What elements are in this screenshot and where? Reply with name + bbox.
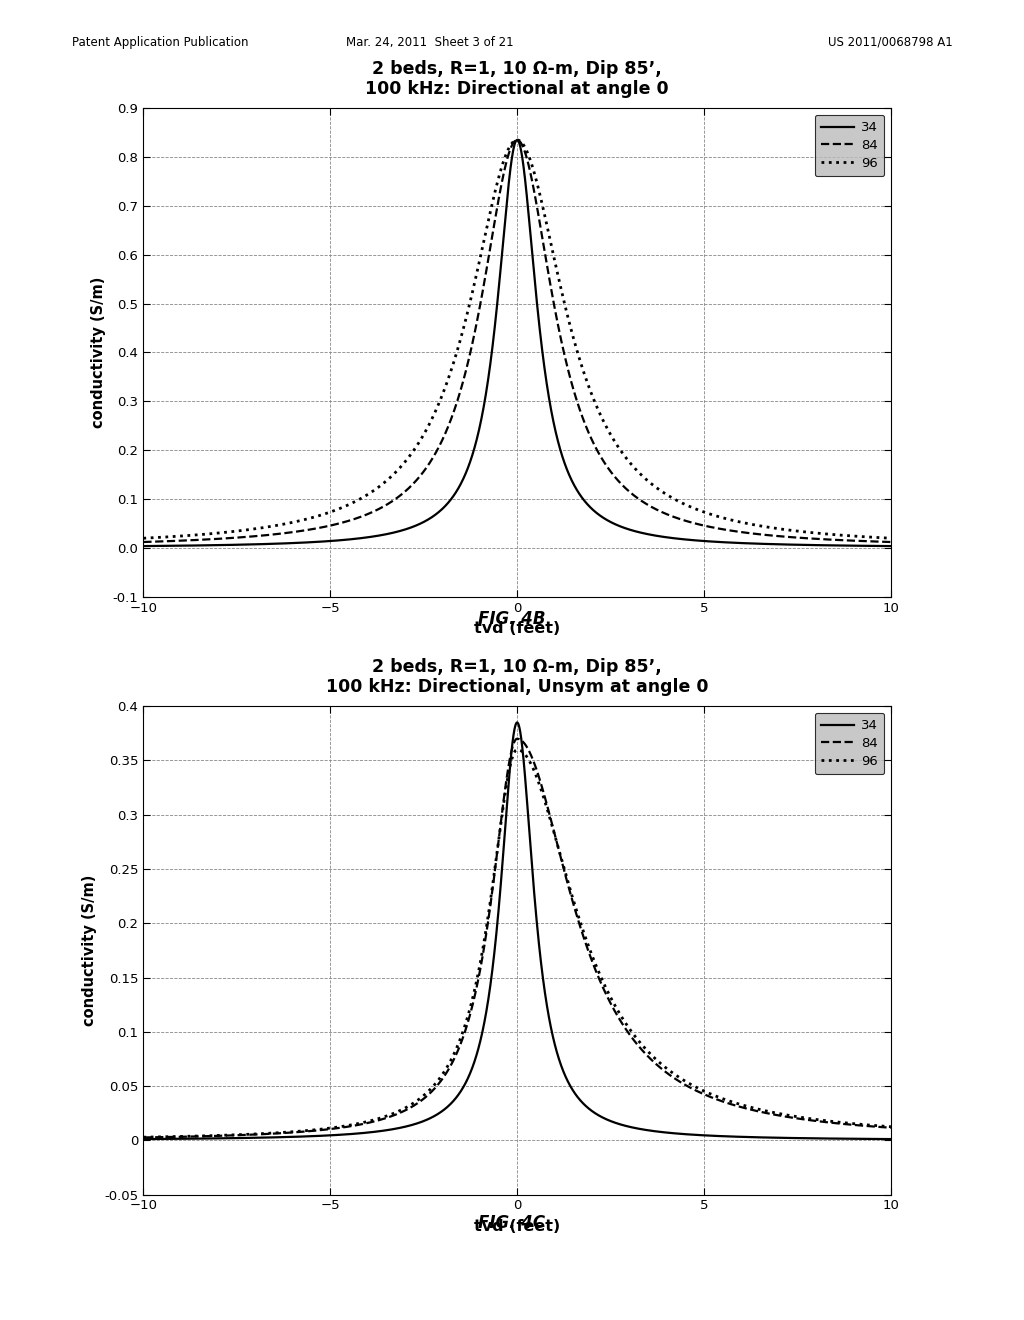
Text: US 2011/0068798 A1: US 2011/0068798 A1: [827, 36, 952, 49]
Legend: 34, 84, 96: 34, 84, 96: [815, 713, 885, 775]
X-axis label: tvd (feet): tvd (feet): [474, 1220, 560, 1234]
Title: 2 beds, R=1, 10 Ω-m, Dip 85’,
100 kHz: Directional, Unsym at angle 0: 2 beds, R=1, 10 Ω-m, Dip 85’, 100 kHz: D…: [326, 657, 709, 697]
Text: FIG. 4B: FIG. 4B: [478, 610, 546, 628]
Title: 2 beds, R=1, 10 Ω-m, Dip 85’,
100 kHz: Directional at angle 0: 2 beds, R=1, 10 Ω-m, Dip 85’, 100 kHz: D…: [366, 59, 669, 99]
Text: Patent Application Publication: Patent Application Publication: [72, 36, 248, 49]
Y-axis label: conductivity (S/m): conductivity (S/m): [82, 875, 97, 1026]
X-axis label: tvd (feet): tvd (feet): [474, 622, 560, 636]
Y-axis label: conductivity (S/m): conductivity (S/m): [91, 277, 105, 428]
Text: FIG. 4C: FIG. 4C: [478, 1214, 546, 1233]
Legend: 34, 84, 96: 34, 84, 96: [815, 115, 885, 177]
Text: Mar. 24, 2011  Sheet 3 of 21: Mar. 24, 2011 Sheet 3 of 21: [346, 36, 514, 49]
